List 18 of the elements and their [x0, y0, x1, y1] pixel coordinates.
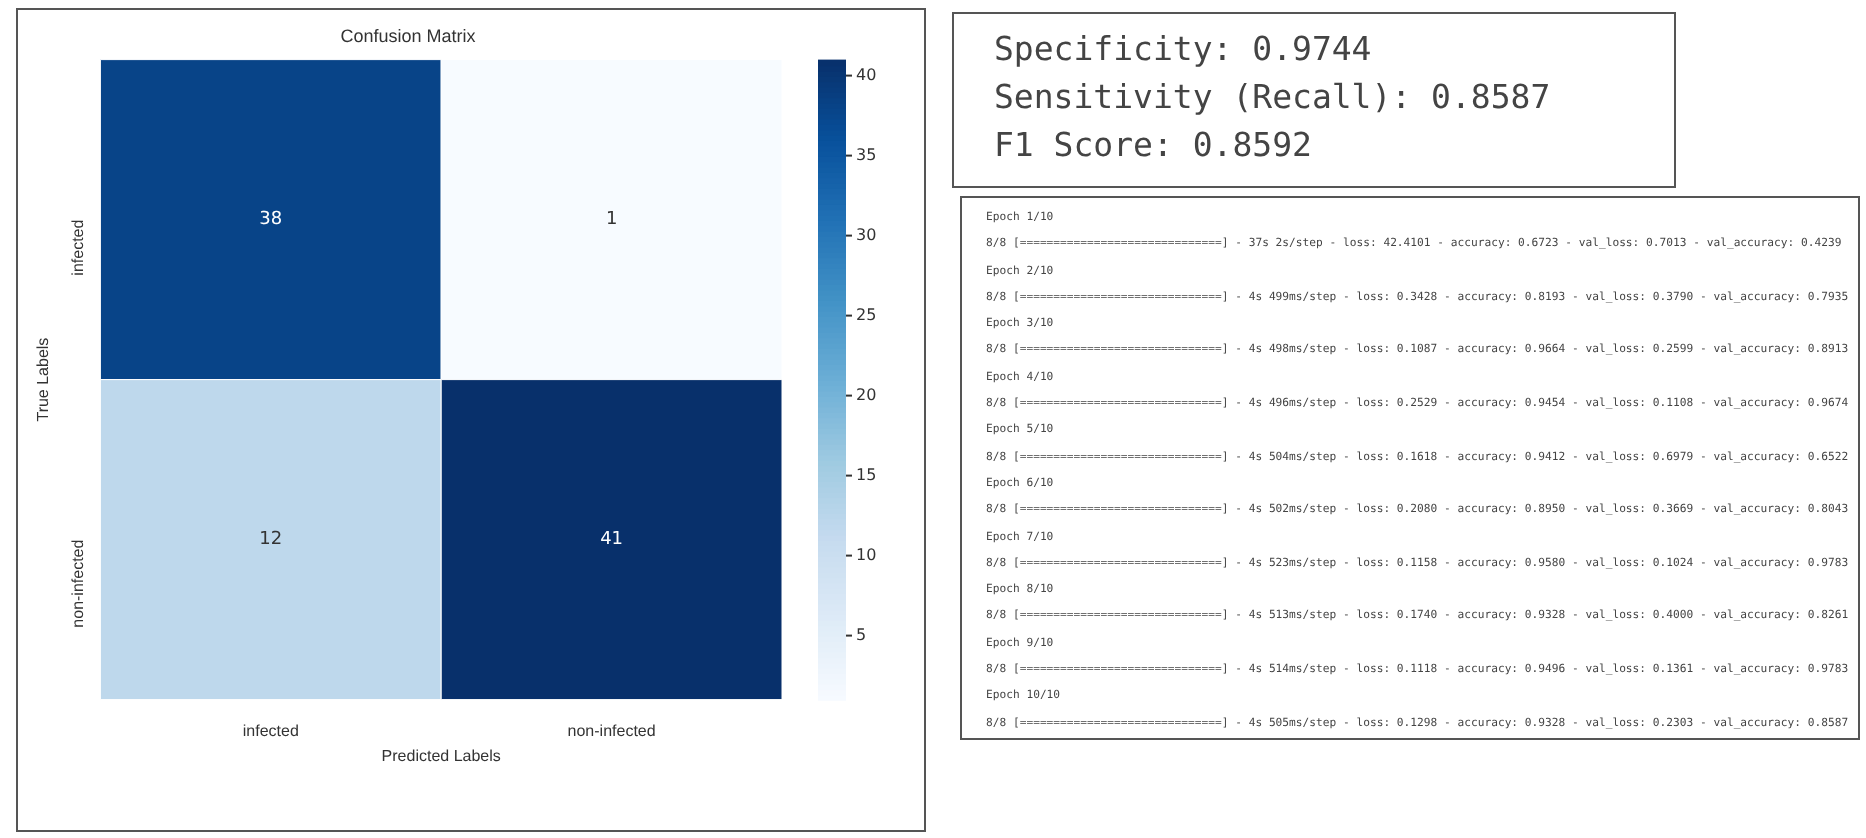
color-bar-label: 10: [856, 545, 877, 564]
color-bar-label: 25: [856, 305, 877, 324]
color-bar-label: 5: [856, 625, 867, 644]
chart-title: Confusion Matrix: [340, 25, 477, 46]
x-axis-title: Predicted Labels: [381, 746, 501, 765]
color-bar-label: 35: [856, 145, 877, 164]
text: Sensitivity (Recall): 0.8587: [994, 76, 1553, 120]
text: F1 Score: 0.8592: [994, 124, 1314, 168]
color-bar-label: 20: [856, 385, 877, 404]
data-label: 38: [259, 210, 283, 231]
color-bar-label: 30: [856, 225, 877, 244]
text: Specificity: 0.9744: [994, 28, 1374, 72]
data-label: 1: [605, 210, 618, 231]
y-axis-title: True Labels: [34, 337, 53, 422]
color-bar-label: 40: [856, 65, 877, 84]
color-bar-label: 15: [856, 465, 877, 484]
data-label: 41: [600, 530, 624, 551]
data-label: 12: [259, 530, 283, 551]
